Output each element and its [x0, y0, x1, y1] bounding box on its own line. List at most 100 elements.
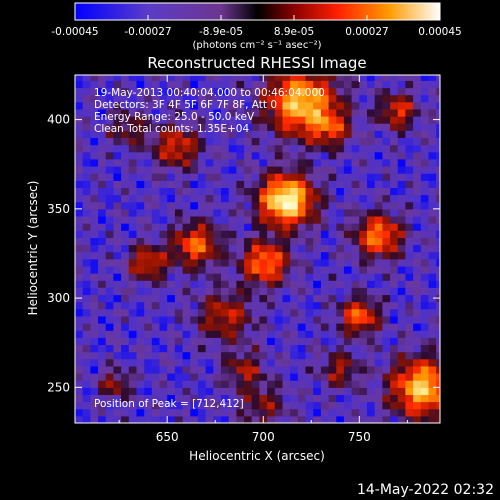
heatmap-cell: [190, 80, 199, 89]
heatmap-cell: [144, 116, 153, 124]
heatmap-cell: [290, 415, 299, 423]
heatmap-cell: [428, 258, 437, 267]
heatmap-cell: [144, 244, 153, 253]
heatmap-cell: [382, 173, 391, 181]
heatmap-cell: [405, 294, 414, 303]
heatmap-cell: [374, 237, 383, 246]
heatmap-cell: [305, 258, 314, 267]
heatmap-cell: [221, 75, 230, 81]
heatmap-cell: [328, 415, 337, 423]
heatmap-cell: [113, 116, 122, 124]
heatmap-cell: [136, 294, 145, 303]
heatmap-cell: [236, 108, 245, 117]
heatmap-cell: [313, 87, 322, 96]
heatmap-cell: [259, 323, 268, 331]
heatmap-cell: [190, 380, 199, 388]
heatmap-cell: [328, 294, 337, 303]
heatmap-cell: [297, 401, 307, 410]
heatmap-cell: [405, 187, 414, 196]
heatmap-cell: [159, 244, 168, 253]
heatmap-cell: [343, 351, 353, 360]
heatmap-cell: [151, 180, 161, 188]
heatmap-cell: [336, 173, 345, 181]
heatmap-cell: [159, 201, 168, 210]
heatmap-cell: [313, 194, 322, 203]
heatmap-cell: [190, 230, 199, 238]
heatmap-cell: [128, 266, 138, 274]
heatmap-cell: [121, 323, 130, 331]
heatmap-cell: [367, 301, 376, 310]
heatmap-cell: [213, 187, 222, 196]
heatmap-cell: [82, 108, 91, 117]
heatmap-cell: [98, 230, 107, 238]
heatmap-cell: [136, 180, 145, 188]
heatmap-cell: [336, 287, 345, 296]
heatmap-cell: [290, 251, 299, 260]
heatmap-cell: [90, 230, 99, 238]
heatmap-cell: [236, 166, 245, 174]
heatmap-cell: [297, 415, 307, 423]
heatmap-cell: [213, 273, 222, 281]
heatmap-cell: [328, 137, 337, 146]
heatmap-cell: [221, 273, 230, 281]
heatmap-cell: [151, 151, 161, 160]
heatmap-cell: [251, 75, 260, 81]
heatmap-cell: [274, 237, 284, 246]
heatmap-cell: [190, 408, 199, 417]
heatmap-cell: [382, 351, 391, 360]
heatmap-cell: [174, 187, 184, 196]
heatmap-cell: [428, 208, 437, 217]
heatmap-cell: [113, 216, 122, 224]
heatmap-cell: [174, 266, 184, 274]
heatmap-cell: [282, 194, 291, 203]
heatmap-cell: [136, 94, 145, 103]
heatmap-cell: [98, 237, 107, 246]
heatmap-cell: [259, 223, 268, 231]
heatmap-cell: [75, 123, 84, 131]
heatmap-cell: [405, 75, 414, 81]
heatmap-cell: [90, 180, 99, 188]
heatmap-cell: [374, 337, 383, 345]
heatmap-cell: [320, 201, 330, 210]
heatmap-cell: [359, 123, 368, 131]
heatmap-cell: [420, 87, 430, 96]
heatmap-cell: [213, 408, 222, 417]
heatmap-cell: [167, 194, 176, 203]
heatmap-cell: [182, 337, 191, 345]
heatmap-cell: [328, 287, 337, 296]
heatmap-cell: [282, 166, 291, 174]
heatmap-cell: [205, 287, 214, 296]
heatmap-cell: [290, 394, 299, 403]
heatmap-cell: [121, 308, 130, 317]
heatmap-cell: [167, 273, 176, 281]
heatmap-cell: [343, 144, 353, 153]
heatmap-cell: [75, 308, 84, 317]
heatmap-cell: [121, 151, 130, 160]
heatmap-cell: [374, 408, 383, 417]
heatmap-cell: [228, 223, 237, 231]
heatmap-cell: [397, 194, 406, 203]
heatmap-cell: [90, 201, 99, 210]
heatmap-cell: [228, 301, 237, 310]
heatmap-cell: [251, 344, 260, 353]
heatmap-cell: [405, 180, 414, 188]
heatmap-cell: [397, 144, 406, 153]
heatmap-cell: [159, 365, 168, 374]
heatmap-cell: [221, 208, 230, 217]
heatmap-cell: [98, 358, 107, 367]
heatmap-cell: [121, 387, 130, 395]
heatmap-cell: [167, 187, 176, 196]
heatmap-cell: [305, 266, 314, 274]
heatmap-cell: [367, 251, 376, 260]
heatmap-cell: [98, 173, 107, 181]
heatmap-cell: [144, 330, 153, 338]
heatmap-cell: [190, 315, 199, 324]
heatmap-cell: [382, 244, 391, 253]
heatmap-cell: [313, 401, 322, 410]
heatmap-cell: [159, 223, 168, 231]
heatmap-cell: [105, 365, 114, 374]
heatmap-cell: [343, 365, 353, 374]
heatmap-cell: [205, 144, 214, 153]
heatmap-cell: [382, 187, 391, 196]
heatmap-cell: [290, 408, 299, 417]
